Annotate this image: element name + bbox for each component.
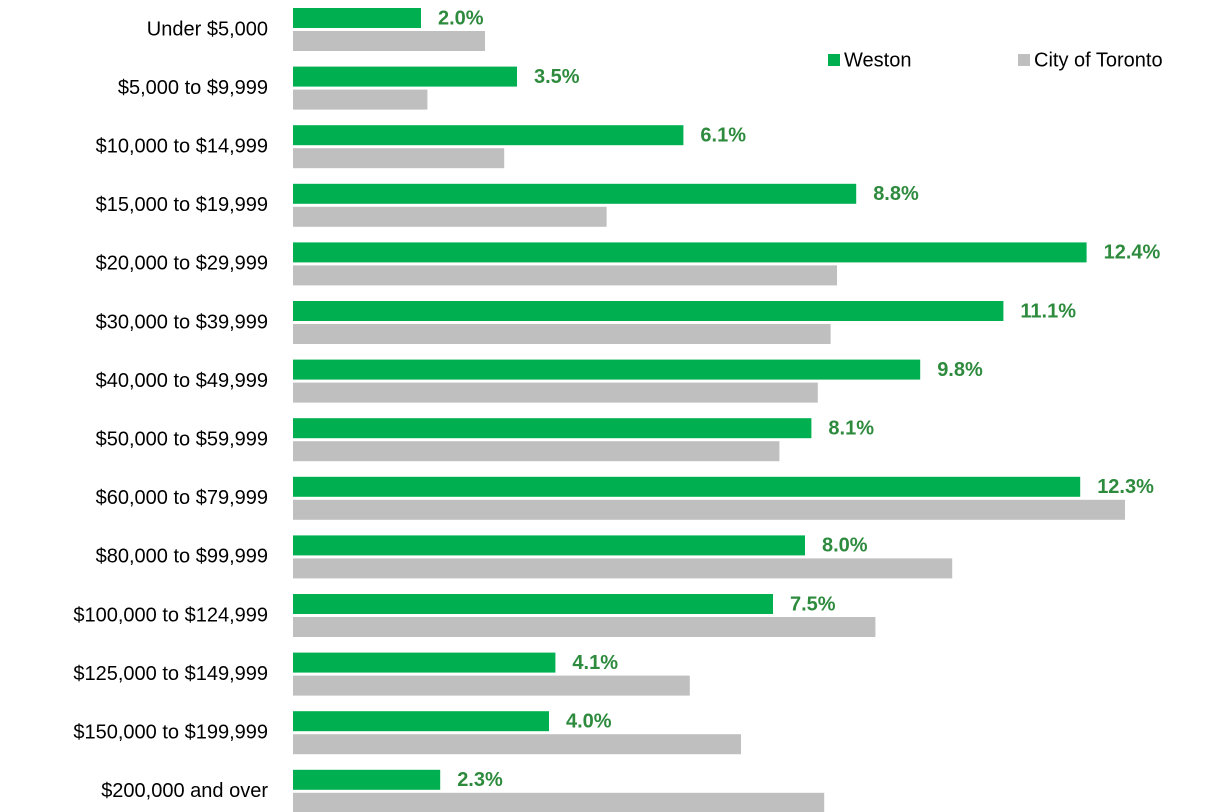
legend-entry: Weston (844, 49, 911, 71)
category-label: $200,000 and over (101, 780, 268, 802)
category-label: $30,000 to $39,999 (96, 311, 268, 333)
value-label: 7.5% (790, 593, 836, 615)
bar (293, 535, 805, 556)
value-label: 8.8% (873, 183, 919, 205)
bar (293, 594, 773, 614)
category-label: Under $5,000 (147, 18, 268, 40)
category-label: $15,000 to $19,999 (96, 194, 268, 216)
bar (293, 769, 441, 790)
bar (293, 125, 684, 146)
bar (293, 711, 549, 732)
value-label: 4.0% (566, 710, 612, 732)
bar (293, 792, 825, 812)
category-label: $40,000 to $49,999 (96, 370, 268, 392)
bar (293, 675, 690, 696)
bar (293, 734, 741, 755)
value-label: 12.3% (1097, 476, 1154, 498)
value-label: 3.5% (534, 66, 580, 88)
bar (293, 89, 428, 110)
value-label: 11.1% (1020, 300, 1076, 322)
category-label: $5,000 to $9,999 (118, 77, 268, 99)
value-label: 9.8% (937, 359, 983, 381)
bar (293, 242, 1087, 263)
bar (293, 558, 953, 579)
category-label: $150,000 to $199,999 (73, 721, 268, 743)
value-label: 6.1% (700, 124, 746, 146)
legend-entry: City of Toronto (1034, 49, 1163, 71)
category-label: $80,000 to $99,999 (96, 546, 268, 568)
bar (293, 441, 780, 462)
legend-swatch (828, 54, 840, 66)
bar (293, 183, 857, 204)
bar (293, 652, 556, 673)
value-label: 2.0% (438, 7, 484, 29)
bar (293, 8, 421, 28)
bar (293, 359, 921, 380)
bar (293, 265, 837, 286)
bar (293, 499, 1125, 520)
category-label: $100,000 to $124,999 (73, 604, 268, 626)
category-label: $20,000 to $29,999 (96, 253, 268, 275)
value-label: 8.1% (828, 417, 874, 439)
category-label: $50,000 to $59,999 (96, 428, 268, 450)
value-label: 2.3% (457, 769, 503, 791)
bar (293, 324, 831, 344)
category-label: $60,000 to $79,999 (96, 487, 268, 509)
bar (293, 418, 812, 439)
bar (293, 301, 1004, 321)
value-label: 4.1% (572, 652, 618, 674)
value-label: 8.0% (822, 535, 868, 557)
bar (293, 148, 505, 169)
bar (293, 31, 485, 51)
value-label: 12.4% (1104, 242, 1161, 264)
legend-swatch (1018, 54, 1030, 66)
category-label: $125,000 to $149,999 (73, 663, 268, 685)
bar (293, 206, 607, 227)
bar (293, 617, 876, 637)
bar (293, 476, 1081, 497)
bar (293, 66, 517, 87)
bar (293, 382, 818, 403)
category-label: $10,000 to $14,999 (96, 135, 268, 157)
